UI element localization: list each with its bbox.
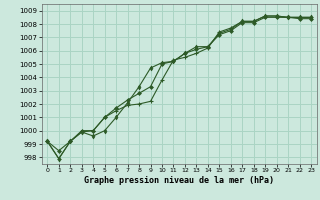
X-axis label: Graphe pression niveau de la mer (hPa): Graphe pression niveau de la mer (hPa): [84, 176, 274, 185]
